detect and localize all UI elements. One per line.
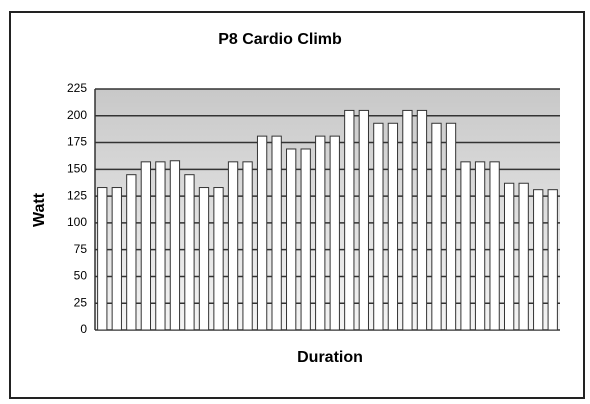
- bar: [300, 148, 311, 331]
- bar: [169, 160, 181, 331]
- bar: [387, 122, 399, 331]
- bar: [460, 161, 471, 331]
- bar: [489, 161, 500, 331]
- bar: [533, 189, 544, 331]
- bar: [140, 161, 152, 331]
- bar: [431, 122, 442, 331]
- bar: [547, 189, 558, 331]
- bar: [315, 135, 326, 331]
- bar: [329, 135, 340, 331]
- bar: [518, 182, 529, 331]
- bar: [213, 187, 224, 331]
- bar: [242, 161, 253, 331]
- y-tick-label: 0: [80, 322, 87, 336]
- bar: [198, 187, 210, 331]
- bar: [344, 109, 355, 331]
- bar: [503, 182, 515, 331]
- y-tick-label: 175: [67, 135, 87, 149]
- x-axis-label: Duration: [297, 349, 363, 366]
- chart-title: P8 Cardio Climb: [218, 31, 342, 48]
- bar: [111, 187, 122, 331]
- y-tick-label: 100: [67, 215, 87, 229]
- y-tick-label: 125: [67, 188, 87, 202]
- bar: [373, 122, 384, 331]
- y-axis-label: Watt: [31, 192, 48, 227]
- bar: [445, 122, 457, 331]
- bar: [358, 109, 369, 331]
- y-tick-label: 50: [74, 269, 88, 283]
- bar: [416, 109, 428, 331]
- bar: [184, 174, 195, 331]
- bar: [155, 161, 166, 331]
- y-tick-label: 200: [67, 108, 87, 122]
- bar: [227, 161, 239, 331]
- bar: [271, 135, 282, 331]
- bar: [256, 135, 268, 331]
- bar: [402, 109, 413, 331]
- y-tick-label: 75: [74, 242, 88, 256]
- bar: [126, 174, 137, 331]
- y-tick-label: 225: [67, 81, 87, 95]
- y-tick-label: 150: [67, 162, 87, 176]
- bar: [474, 161, 486, 331]
- bar: [97, 187, 108, 331]
- y-tick-label: 25: [74, 295, 88, 309]
- bar: [286, 148, 297, 331]
